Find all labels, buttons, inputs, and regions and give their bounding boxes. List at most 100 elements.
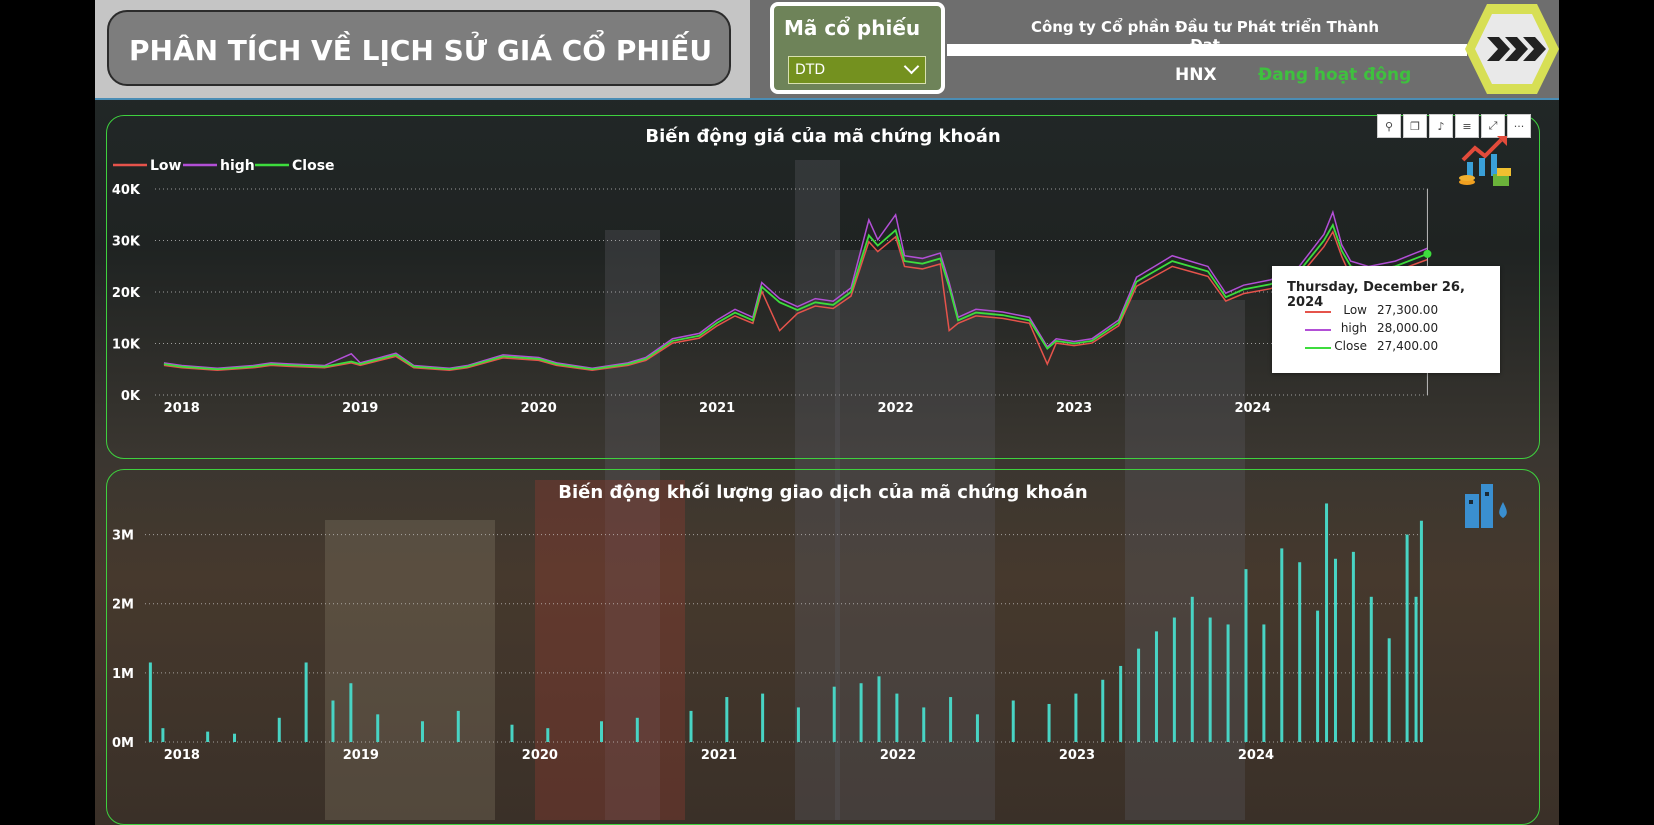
exchange-label: HNX (1175, 65, 1217, 85)
volume-bar (546, 728, 550, 742)
x-tick-label: 2024 (1238, 748, 1274, 763)
tooltip-date: Thursday, December 26, 2024 (1287, 280, 1465, 310)
chart-tooltip: Thursday, December 26, 2024 Low 27,300.0… (1272, 266, 1500, 373)
volume-bar (859, 683, 863, 742)
volume-bar (725, 697, 729, 742)
y-tick-label: 40K (112, 183, 141, 198)
x-tick-label: 2020 (521, 401, 557, 416)
x-tick-label: 2018 (164, 401, 200, 416)
ticker-slicer: Mã cổ phiếu DTD (770, 2, 945, 94)
volume-bar (206, 731, 210, 742)
tooltip-series-value: 27,300.00 (1377, 303, 1439, 317)
stock-growth-icon (1459, 136, 1511, 186)
ticker-selected-value: DTD (795, 62, 826, 78)
y-tick-label: 20K (112, 286, 141, 301)
volume-bar (1190, 596, 1194, 742)
volume-bar (1119, 665, 1123, 742)
volume-bar (376, 714, 380, 742)
ticker-label: Mã cổ phiếu (784, 16, 921, 40)
more-options-icon[interactable]: ··· (1507, 114, 1531, 138)
visual-toolbar: ⚲ ❐ ♪ ≡ ⤢ ··· (1377, 114, 1531, 138)
volume-bar (1074, 693, 1078, 742)
tooltip-series-name: Low (1343, 303, 1367, 317)
ticker-dropdown[interactable]: DTD (788, 56, 926, 84)
background-building (605, 230, 660, 820)
volume-bar (949, 697, 953, 742)
page-title: PHÂN TÍCH VỀ LỊCH SỬ GIÁ CỔ PHIẾU (129, 34, 713, 67)
series-line-close (163, 222, 1428, 371)
volume-bar (1369, 596, 1373, 742)
y-tick-label: 30K (112, 235, 141, 250)
x-tick-label: 2023 (1056, 401, 1092, 416)
title-bar: PHÂN TÍCH VỀ LỊCH SỬ GIÁ CỔ PHIẾU (95, 0, 750, 100)
volume-bar (689, 710, 693, 742)
volume-bar (456, 710, 460, 742)
x-tick-label: 2023 (1059, 748, 1095, 763)
tooltip-row-close: Close 27,400.00 (1305, 339, 1495, 357)
y-tick-label: 10K (112, 338, 141, 353)
pin-icon[interactable]: ⚲ (1377, 114, 1401, 138)
y-tick-label: 3M (112, 529, 134, 544)
volume-bar (1325, 503, 1329, 742)
price-chart-panel[interactable]: Biến động giá của mã chứng khoán (106, 115, 1540, 459)
volume-bar (1280, 548, 1284, 742)
x-tick-label: 2019 (342, 401, 378, 416)
volume-bar (1351, 551, 1355, 742)
legend-label: high (220, 158, 255, 174)
price-chart-title: Biến động giá của mã chứng khoán (645, 126, 1001, 147)
legend-label: Close (292, 158, 335, 174)
volume-bar (1047, 703, 1051, 742)
y-tick-label: 0M (112, 736, 134, 751)
x-tick-label: 2021 (699, 401, 735, 416)
dashboard-canvas: PHÂN TÍCH VỀ LỊCH SỬ GIÁ CỔ PHIẾU Công t… (95, 0, 1559, 825)
building-water-icon (1465, 484, 1507, 528)
x-tick-label: 2021 (701, 748, 737, 763)
background-building (535, 480, 685, 820)
series-line-high (163, 209, 1428, 369)
volume-bar (277, 717, 281, 742)
tooltip-series-name: high (1340, 321, 1367, 335)
hover-point (1423, 249, 1432, 258)
volume-bar (420, 721, 424, 742)
y-tick-label: 2M (112, 598, 134, 613)
background-building (795, 160, 840, 820)
volume-bar (1154, 631, 1158, 742)
focus-mode-icon[interactable]: ⤢ (1481, 114, 1505, 138)
volume-bar (510, 724, 514, 742)
legend-swatch (1305, 311, 1331, 313)
volume-bar (796, 707, 800, 742)
copy-icon[interactable]: ❐ (1403, 114, 1427, 138)
legend-label: Low (150, 158, 182, 174)
background-building (325, 520, 495, 820)
volume-bar (1101, 679, 1105, 742)
volume-bar (304, 662, 308, 742)
title-pill: PHÂN TÍCH VỀ LỊCH SỬ GIÁ CỔ PHIẾU (107, 10, 731, 86)
volume-bar (877, 676, 881, 742)
volume-bar (832, 686, 836, 742)
x-tick-label: 2019 (343, 748, 379, 763)
volume-bar (1419, 520, 1423, 742)
header-divider (947, 44, 1467, 56)
legend-swatch (1305, 347, 1331, 349)
volume-bar (233, 733, 237, 742)
legend-swatch (1305, 329, 1331, 331)
volume-bar (1414, 596, 1418, 742)
volume-chart: 0M 1M 2M 3M 2018 2019 2020 2021 2022 2023 2024 (112, 503, 1425, 763)
volume-bar (148, 662, 152, 742)
volume-bar (1298, 562, 1302, 742)
price-chart: 0K 10K 20K 30K 40K 2018 2019 2020 2021 2022 2023 20… (112, 158, 1432, 416)
volume-chart-title: Biến động khối lượng giao dịch của mã ch… (558, 482, 1088, 503)
filter-icon[interactable]: ≡ (1455, 114, 1479, 138)
volume-bar (1172, 617, 1176, 742)
volume-bar (635, 717, 639, 742)
status-badge: Đang hoạt động (1258, 65, 1412, 85)
volume-bar (1316, 610, 1320, 742)
tooltip-row-high: high 28,000.00 (1305, 321, 1495, 339)
x-tick-label: 2022 (880, 748, 916, 763)
x-tick-label: 2018 (164, 748, 200, 763)
volume-bar (1011, 700, 1015, 742)
series-line-low (163, 230, 1428, 372)
tooltip-series-value: 27,400.00 (1377, 339, 1439, 353)
bell-icon[interactable]: ♪ (1429, 114, 1453, 138)
volume-bar (349, 683, 353, 742)
